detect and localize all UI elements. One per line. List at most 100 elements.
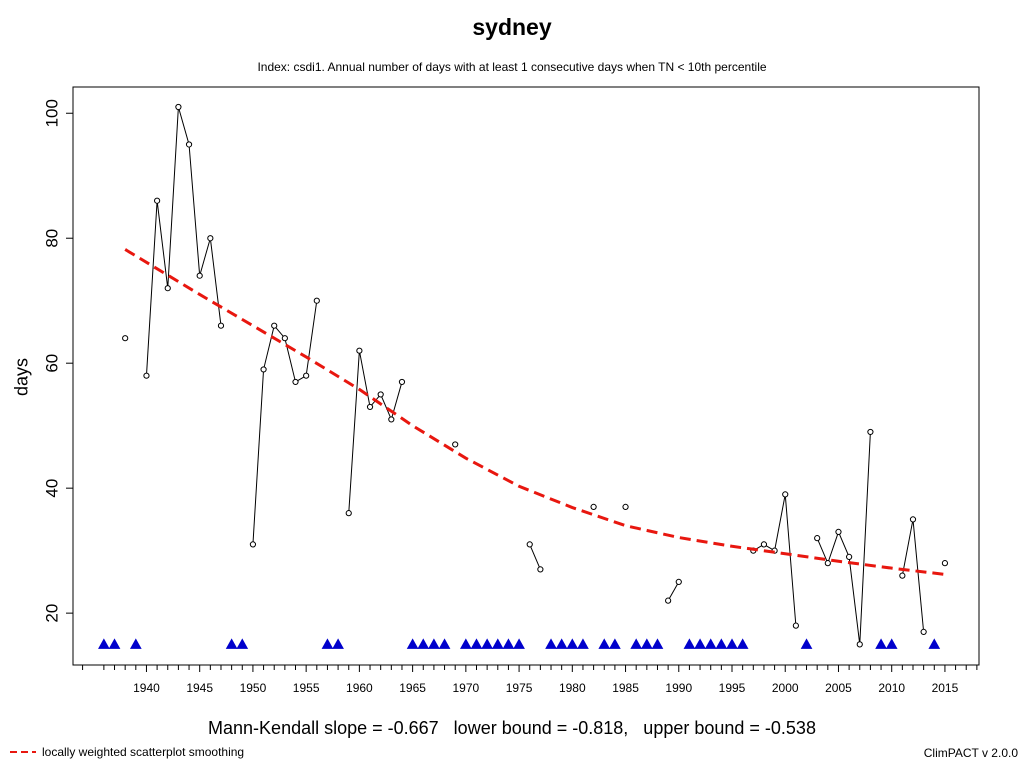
missing-year-marker [928,638,941,649]
data-point [665,597,672,604]
missing-year-marker [502,638,515,649]
data-point [154,197,161,204]
x-tick-label: 1965 [399,681,426,695]
x-tick-label: 1980 [559,681,586,695]
missing-year-marker [726,638,738,649]
data-point [175,103,182,111]
data-point [920,628,927,635]
data-point [217,322,225,329]
missing-year-marker [438,638,451,649]
data-point [824,560,831,567]
lowess-smoothing-line [124,248,946,576]
credit-text: ClimPACT v 2.0.0 [923,746,1018,760]
y-tick-label: 60 [42,354,61,373]
legend-label: locally weighted scatterplot smoothing [42,745,245,759]
missing-year-marker [683,638,696,649]
data-line-segment [753,494,797,626]
y-tick-label: 80 [42,229,61,248]
missing-year-marker [332,638,344,649]
missing-year-marker [417,638,430,649]
data-point [345,510,352,517]
data-point [760,541,768,548]
legend: locally weighted scatterplot smoothing [10,745,244,759]
x-tick-label: 1990 [665,681,692,695]
missing-year-marker [428,638,440,649]
y-axis-label: days [11,357,32,397]
missing-year-marker [651,638,664,649]
missing-year-marker [545,638,557,649]
data-line-segment [816,431,871,645]
data-point [249,541,257,548]
missing-year-marker [513,638,525,649]
missing-year-marker [736,638,749,649]
missing-year-marker [566,638,579,649]
missing-year-marker [555,638,568,649]
x-tick-label: 2010 [878,681,905,695]
missing-year-marker [236,638,249,649]
x-tick-label: 2015 [932,681,959,695]
x-tick-label: 1955 [293,681,320,695]
data-point [143,372,150,379]
data-point [856,641,863,648]
x-tick-label: 1960 [346,681,373,695]
data-point [356,347,363,354]
missing-year-marker [577,638,589,649]
y-tick-label: 100 [42,99,61,127]
data-line-segment [901,519,925,632]
missing-year-marker [481,638,493,649]
data-line-segment [529,544,541,570]
chart-title: sydney [472,14,552,40]
data-point [388,416,395,423]
missing-year-marker [459,638,472,649]
data-point [526,541,533,548]
missing-year-marker [225,638,238,649]
y-tick-label: 20 [42,604,61,623]
data-point [292,378,299,386]
missing-year-marker [321,638,334,649]
x-tick-label: 1950 [240,681,267,695]
missing-year-marker [491,638,504,649]
data-point [675,578,682,585]
data-point [303,372,310,379]
data-line-segment [667,581,680,601]
missing-year-marker [598,638,611,649]
missing-year-marker [875,638,887,649]
data-point [281,335,288,342]
data-point [867,428,874,436]
chart-subtitle: Index: csdi1. Annual number of days with… [257,60,767,74]
missing-year-marker [470,638,483,649]
mann-kendall-stats: Mann-Kendall slope = -0.667 lower bound … [208,718,816,738]
missing-year-marker [406,638,419,649]
missing-year-marker [800,638,813,649]
data-point [814,535,821,542]
data-point [622,503,629,511]
missing-year-marker [609,638,621,649]
missing-year-marker [108,638,121,649]
missing-year-marker [715,638,728,649]
data-point [452,441,459,448]
x-tick-label: 1945 [186,681,213,695]
x-tick-label: 1995 [719,681,746,695]
x-tick-label: 1970 [452,681,479,695]
missing-year-marker [694,638,706,649]
data-point [185,141,193,148]
missing-year-marker [98,638,110,649]
data-point [207,235,214,242]
data-point [196,272,203,279]
x-tick-label: 2005 [825,681,852,695]
data-point [846,553,853,560]
data-point [377,391,384,398]
x-tick-label: 1940 [133,681,160,695]
data-point [792,622,799,629]
data-point [398,378,406,386]
data-point [366,403,374,411]
data-point [313,297,320,304]
x-tick-label: 2000 [772,681,799,695]
data-point [590,503,597,511]
data-point [899,572,906,579]
data-point [782,491,789,498]
data-point [122,335,129,342]
missing-year-marker [630,638,643,649]
data-point [260,366,267,373]
